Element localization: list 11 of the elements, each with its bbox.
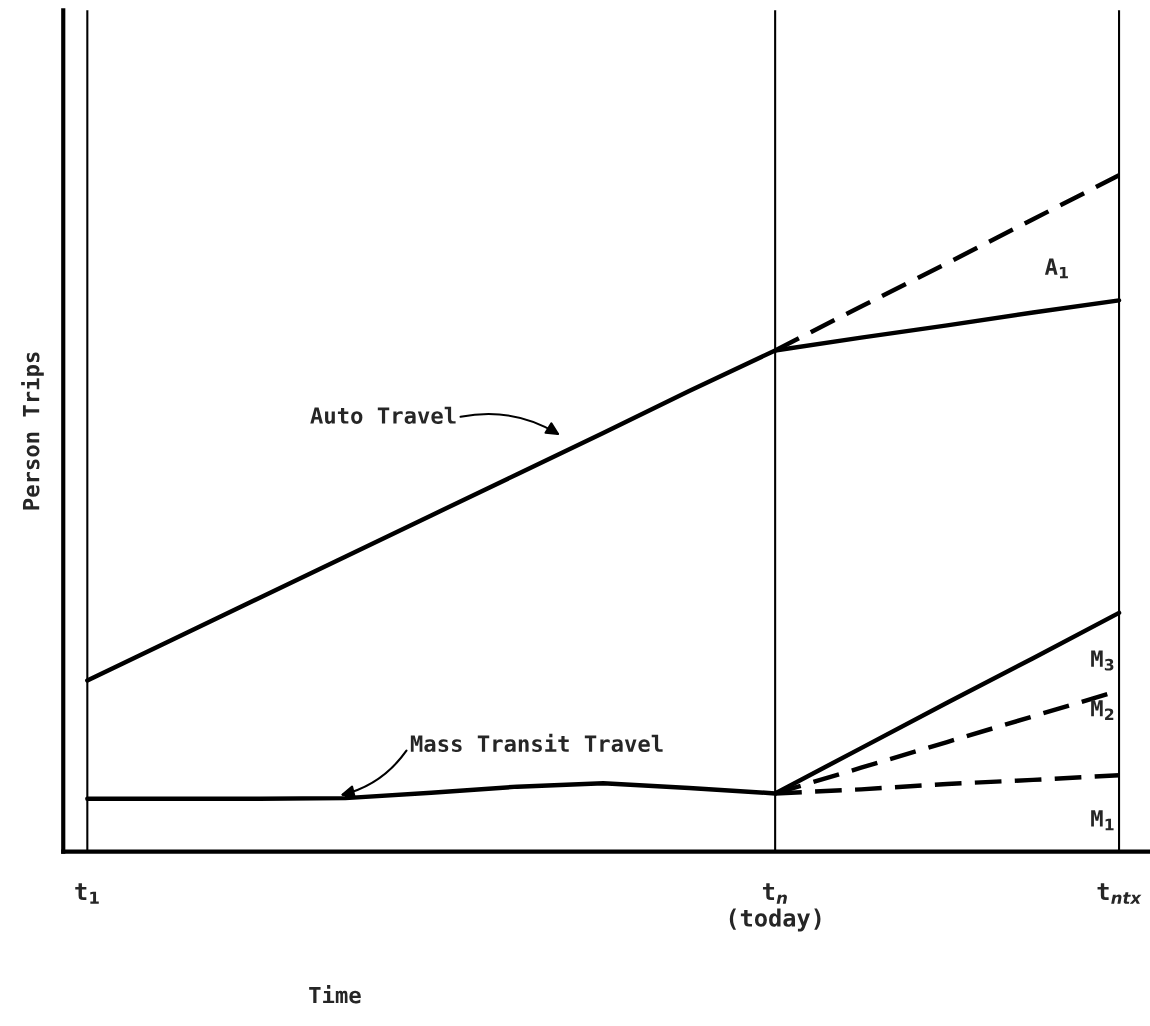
y-axis-title: Person Trips [21, 352, 44, 510]
x-tick-label: t$_{ntx}$ [1097, 883, 1142, 904]
annotation: M$_{2}$ [1091, 700, 1114, 720]
x-tick-label: t$_{n}$ (today) [729, 883, 821, 932]
annotation: M$_{1}$ [1091, 810, 1114, 831]
x-tick-label: t$_{1}$ [75, 883, 99, 904]
annotation: M$_{3}$ [1091, 650, 1114, 671]
annotation: Auto Travel [310, 406, 456, 424]
x-axis-title: Time [309, 985, 361, 1004]
annotation: Mass Transit Travel [410, 733, 663, 753]
annotation: A$_{1}$ [1044, 258, 1068, 279]
